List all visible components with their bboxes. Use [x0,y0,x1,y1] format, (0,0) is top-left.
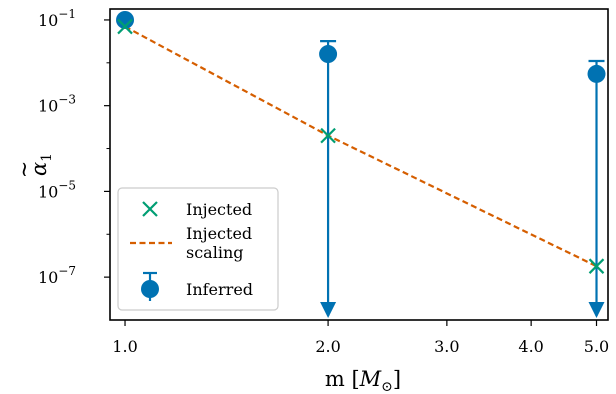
inferred-point-0 [116,10,135,29]
x-tick-label: 3.0 [434,337,459,356]
x-tick-label: 4.0 [518,337,543,356]
x-axis-label: m [M⊙] [325,367,401,394]
legend-label-inferred: Inferred [186,280,253,299]
legend-marker-inferred [141,280,159,298]
upper-limit-arrow-2 [588,302,605,318]
x-tick-label: 1.0 [112,337,137,356]
y-axis-label: α1~ [12,153,55,178]
x-tick-label: 2.0 [315,337,340,356]
injected-point-2 [588,258,605,274]
legend-label-scaling: Injected [186,224,252,243]
y-tick-label: 10−3 [38,93,76,116]
y-tick-label: 10−7 [38,264,76,287]
injected-point-0 [117,18,133,35]
legend-marker-injected [142,201,158,217]
legend-label-scaling-2: scaling [186,243,244,262]
legend-label-injected: Injected [186,200,252,219]
y-tick-label: 10−1 [38,7,76,30]
upper-limit-arrow-1 [320,302,337,318]
y-tick-label: 10−5 [38,178,76,201]
x-tick-label: 5.0 [584,337,609,356]
inferred-point-2 [587,64,606,83]
axes-frame [109,8,609,321]
axes: 1.0 2.0 3.0 4.0 5.0 10−1 10−3 10−5 10−7 m [M⊙] α1~ [12,7,609,394]
inferred-point-1 [319,45,338,64]
legend-box [117,187,279,311]
series-layer [116,10,606,318]
injected-point-1 [320,127,336,144]
svg-text:~: ~ [12,161,36,179]
